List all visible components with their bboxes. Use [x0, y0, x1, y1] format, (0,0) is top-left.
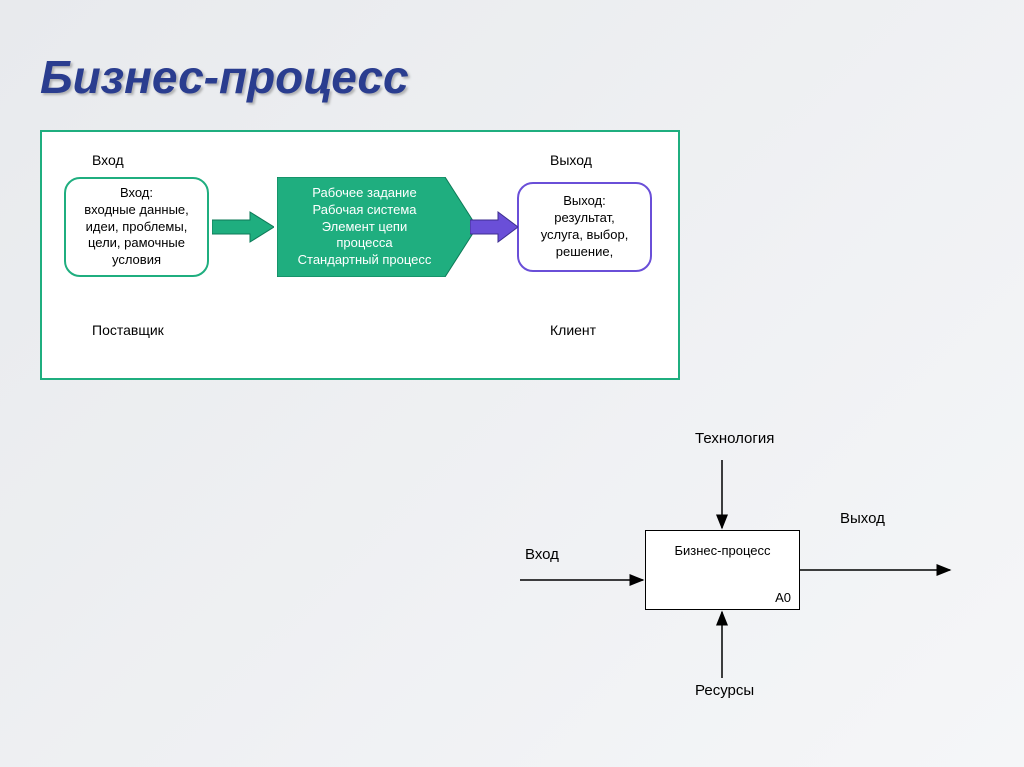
input-top-label: Вход: [92, 152, 124, 168]
page-title: Бизнес-процесс: [40, 50, 409, 104]
diagram-idef0: Бизнес-процесс A0 Вход Выход Технология …: [460, 420, 980, 720]
input-bottom-label: Поставщик: [92, 322, 164, 338]
output-bottom-label: Клиент: [550, 322, 596, 338]
diagram-io-process: Вход Поставщик Вход: входные данные, иде…: [40, 130, 680, 380]
idef0-box: Бизнес-процесс A0: [645, 530, 800, 610]
idef0-right-label: Выход: [840, 510, 885, 527]
arrow-input-to-process: [212, 210, 274, 244]
idef0-bottom-label: Ресурсы: [695, 682, 754, 699]
output-top-label: Выход: [550, 152, 592, 168]
idef0-top-label: Технология: [695, 430, 774, 447]
output-box: Выход: результат, услуга, выбор, решение…: [517, 182, 652, 272]
idef0-box-code: A0: [775, 590, 791, 605]
arrow-process-to-output: [470, 210, 518, 244]
idef0-left-label: Вход: [525, 546, 559, 563]
input-box: Вход: входные данные, идеи, проблемы, це…: [64, 177, 209, 277]
process-box-text: Рабочее задание Рабочая система Элемент …: [277, 177, 452, 277]
idef0-box-label: Бизнес-процесс: [646, 543, 799, 558]
